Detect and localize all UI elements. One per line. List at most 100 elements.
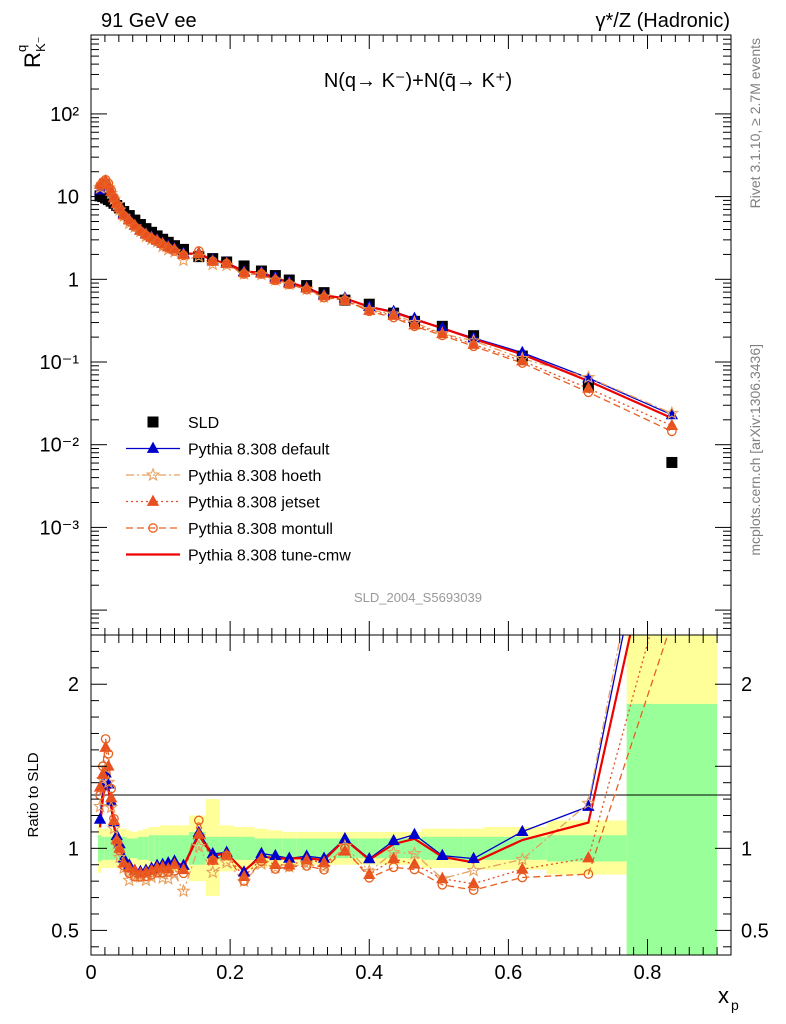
ratio-series-marker <box>408 827 421 839</box>
x-tick-label: 0.6 <box>494 962 522 984</box>
y-axis-title-superscript: q <box>14 45 29 52</box>
legend-marker <box>145 467 161 482</box>
ratio-series-marker <box>219 855 234 869</box>
inner-uncertainty-band <box>463 836 485 860</box>
y-axis-title: R q K⁻ <box>14 36 48 68</box>
series-marker <box>517 358 528 368</box>
series-marker <box>239 269 249 279</box>
series-marker <box>192 246 206 259</box>
series-marker <box>409 321 420 332</box>
ratio-series-marker <box>387 833 400 846</box>
legend-label: Pythia 8.308 montull <box>188 521 333 538</box>
inner-uncertainty-band <box>154 835 160 862</box>
ratio-series-marker <box>517 872 528 883</box>
ratio-series-marker <box>176 883 191 898</box>
ratio-series-marker <box>284 861 295 872</box>
ratio-series-marker <box>111 837 122 847</box>
series-marker <box>117 208 130 220</box>
ratio-series-marker <box>467 851 480 863</box>
ratio-series-marker <box>466 862 481 877</box>
series-marker <box>141 230 151 241</box>
inner-uncertainty-band <box>159 835 166 862</box>
ratio-series-marker <box>104 799 119 814</box>
series-marker <box>664 405 680 420</box>
series-marker <box>237 265 251 278</box>
inner-uncertainty-band <box>233 836 255 860</box>
ratio-y-tick-label-left: 1 <box>68 838 79 860</box>
inner-uncertainty-band <box>296 838 318 859</box>
ratio-series-marker <box>467 877 480 889</box>
ratio-series-marker <box>100 734 111 744</box>
series-marker <box>97 177 108 187</box>
ratio-series-marker <box>96 767 110 779</box>
ratio-series-marker <box>581 795 596 810</box>
legend-label: Pythia 8.308 jetset <box>188 495 320 512</box>
ratio-series-marker <box>157 867 168 878</box>
y-tick-label: 10⁻¹ <box>40 352 80 374</box>
ratio-series-marker <box>141 871 151 882</box>
ratio-y-tick-label-right: 2 <box>741 674 752 696</box>
inner-uncertainty-band <box>421 836 464 860</box>
series-marker <box>270 275 281 286</box>
ratio-data <box>92 361 677 898</box>
ratio-series-marker <box>205 864 220 879</box>
series-marker <box>582 381 595 393</box>
analysis-tag: SLD_2004_S5693039 <box>354 590 482 605</box>
inner-uncertainty-band <box>626 703 718 955</box>
y-tick-label: 10⁻² <box>40 435 80 457</box>
ratio-series-marker <box>666 361 677 372</box>
ratio-series-marker <box>666 388 677 398</box>
series-marker <box>207 256 218 267</box>
series-marker <box>665 418 679 431</box>
series-marker <box>340 295 350 305</box>
series-marker <box>667 426 677 437</box>
ratio-series-marker <box>221 850 232 861</box>
inner-uncertainty-band <box>165 835 171 862</box>
inner-uncertainty-band <box>109 836 113 860</box>
series-marker <box>191 248 206 263</box>
sld-data-point <box>666 456 678 468</box>
ratio-series-marker <box>301 861 312 871</box>
ratio-series-marker <box>388 862 399 873</box>
ratio-series-marker <box>163 866 174 877</box>
ratio-series-marker <box>118 860 129 871</box>
ratio-series-marker <box>207 855 218 866</box>
series-marker <box>284 279 295 290</box>
ratio-y-tick-label-right: 1 <box>741 838 752 860</box>
ratio-series-marker <box>106 783 117 794</box>
main-plot-data <box>92 174 680 468</box>
ratio-series-marker <box>92 798 108 813</box>
y-axis-title-subscript: K⁻ <box>33 36 48 52</box>
ratio-y-tick-label-right: 0.5 <box>741 920 769 942</box>
legend-marker <box>146 441 160 453</box>
series-marker <box>300 281 313 293</box>
ratio-series-marker <box>319 864 329 875</box>
inner-uncertainty-band <box>171 835 178 862</box>
ratio-series-marker <box>515 851 530 866</box>
ratio-series-marker <box>256 856 267 867</box>
ratio-y-tick-label-left: 2 <box>68 674 79 696</box>
ratio-series-marker <box>112 849 127 864</box>
ratio-series-marker <box>666 549 677 559</box>
y-axis-title-main: R <box>20 52 45 68</box>
ratio-series-marker <box>436 871 449 884</box>
x-tick-label: 0.4 <box>355 962 383 984</box>
ratio-series-marker <box>340 843 350 854</box>
ratio-series-marker <box>102 759 115 771</box>
series-marker <box>255 266 268 278</box>
uncertainty-bands <box>97 635 718 955</box>
ratio-series-marker <box>191 839 206 853</box>
x-axis-title: x p <box>718 983 739 1013</box>
ratio-series-marker <box>364 873 375 883</box>
inner-uncertainty-band <box>132 838 138 859</box>
y-tick-label: 10² <box>50 104 79 126</box>
ratio-series-marker <box>114 845 125 856</box>
ratio-series-marker <box>407 846 422 860</box>
main-plot-frame <box>90 34 732 636</box>
ratio-series-marker <box>178 868 189 879</box>
legend-label: SLD <box>188 415 219 432</box>
legend-marker <box>148 523 158 533</box>
ratio-y-tick-label-left: 0.5 <box>51 920 79 942</box>
ratio-series-marker <box>437 879 448 890</box>
ratio-series-marker <box>338 831 352 844</box>
